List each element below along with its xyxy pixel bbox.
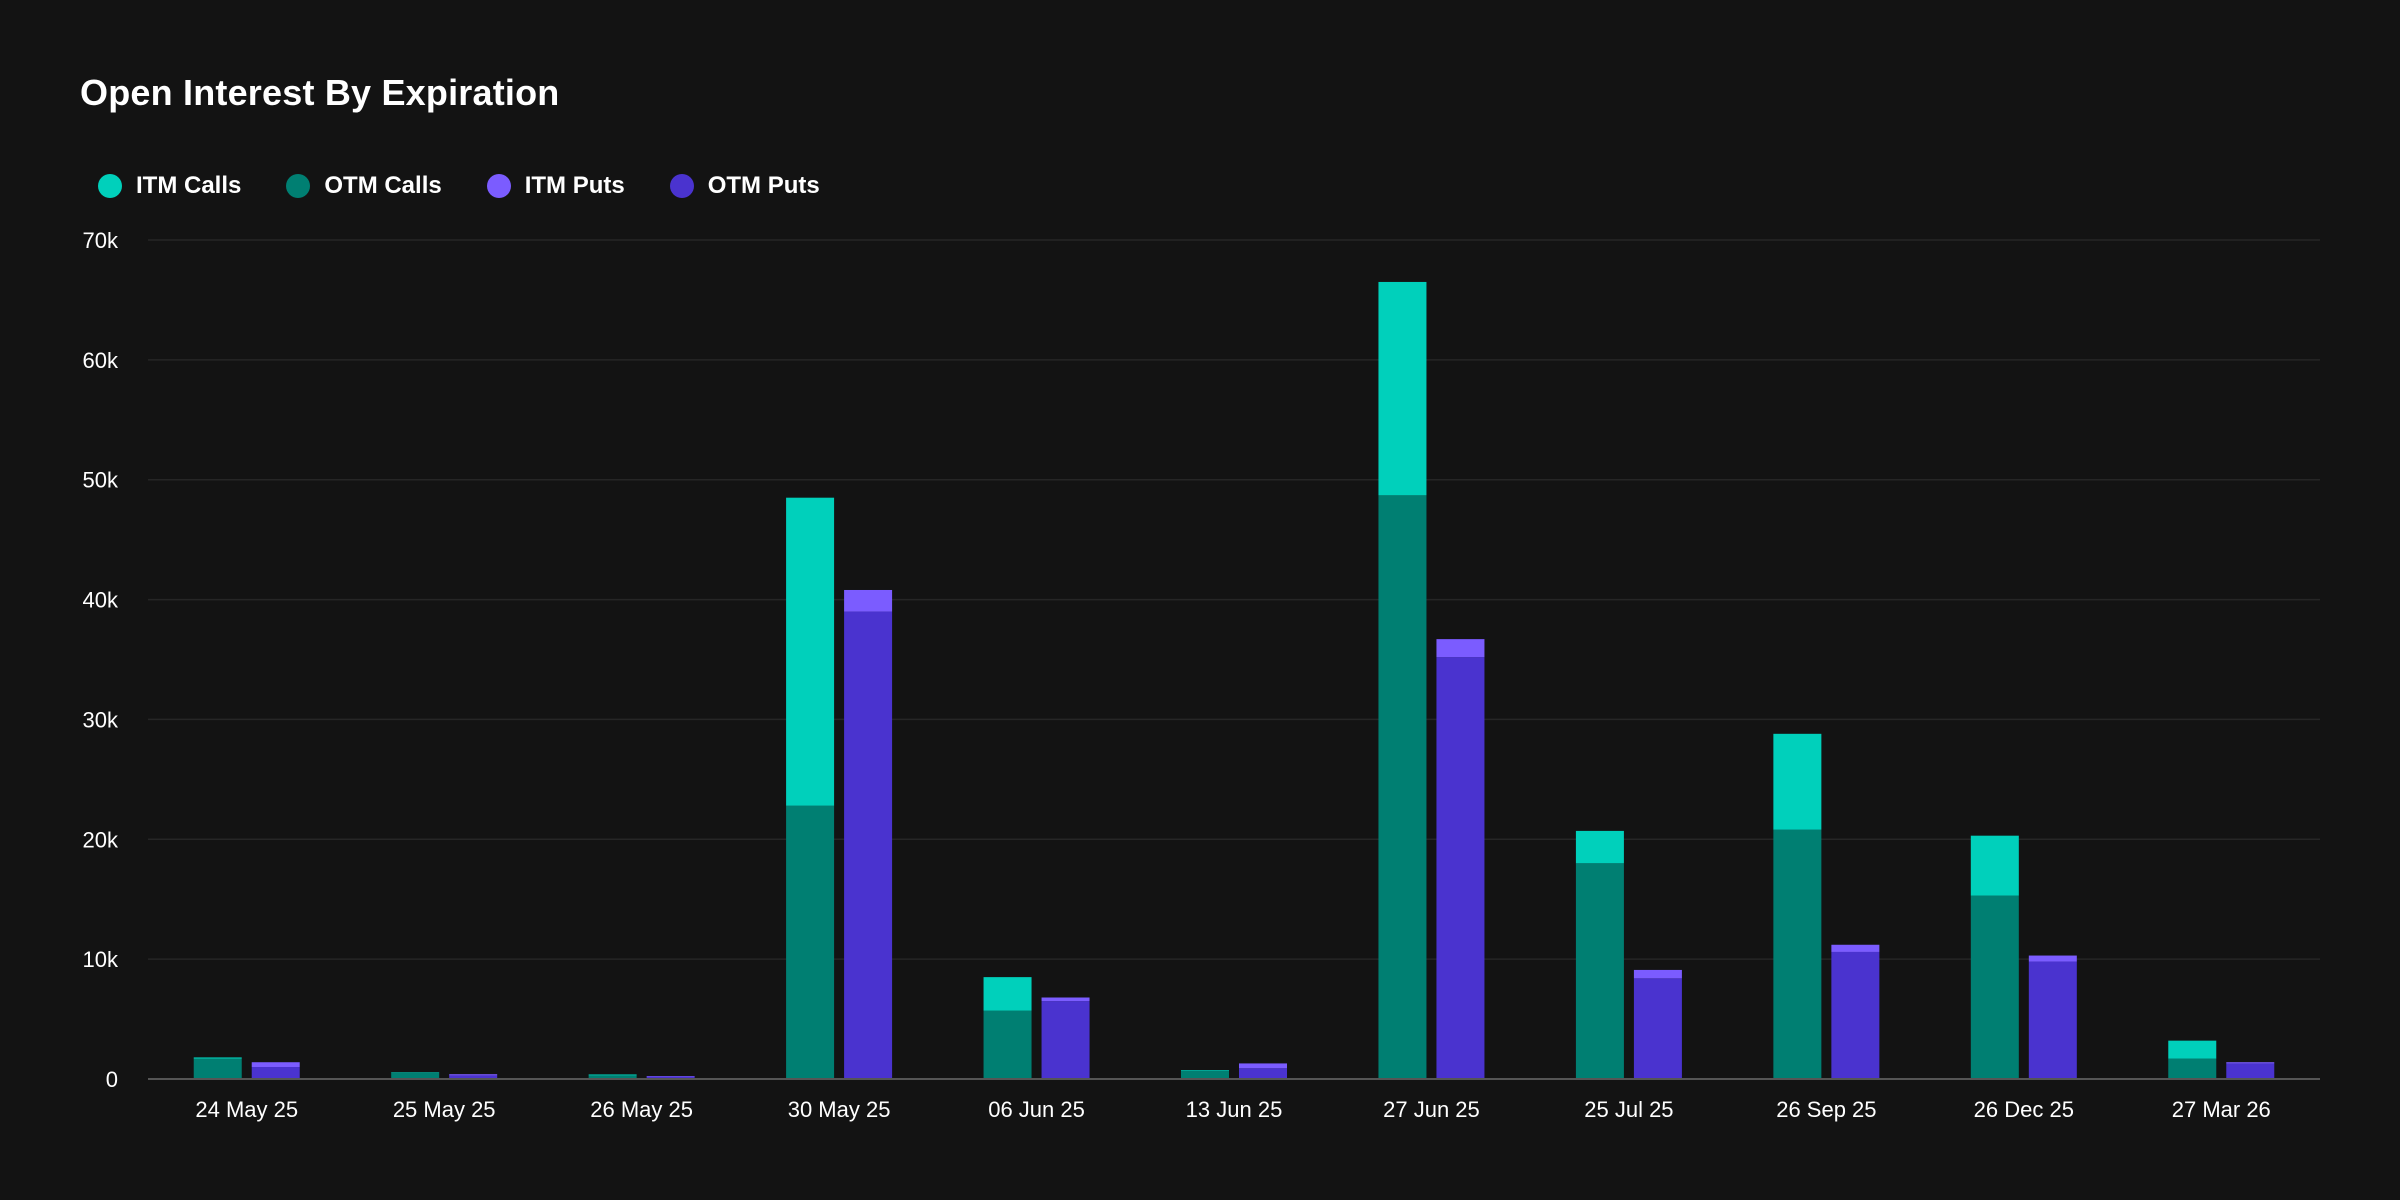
legend-dot-itm-calls xyxy=(98,174,122,198)
bar-otm-puts[interactable] xyxy=(449,1075,498,1079)
bar-otm-calls[interactable] xyxy=(1773,829,1822,1079)
bar-otm-calls[interactable] xyxy=(1970,895,2019,1079)
grid-layer xyxy=(148,239,2320,960)
bar-otm-puts[interactable] xyxy=(1831,951,1880,1079)
y-tick-label: 20k xyxy=(83,827,119,852)
legend-item-itm-calls[interactable]: ITM Calls xyxy=(98,172,241,200)
bar-otm-puts[interactable] xyxy=(1041,1001,1090,1079)
x-tick-label: 06 Jun 25 xyxy=(988,1097,1085,1122)
bar-otm-calls[interactable] xyxy=(1575,863,1624,1079)
x-tick-label: 27 Mar 26 xyxy=(2172,1097,2271,1122)
bar-itm-calls[interactable] xyxy=(983,977,1032,1011)
bar-itm-puts[interactable] xyxy=(449,1074,498,1076)
y-tick-label: 60k xyxy=(83,348,119,373)
bar-otm-puts[interactable] xyxy=(1239,1068,1287,1079)
x-tick-label: 13 Jun 25 xyxy=(1186,1097,1283,1122)
chart-title: Open Interest By Expiration xyxy=(80,72,560,113)
legend-dot-otm-puts xyxy=(669,174,694,198)
y-tick-label: 10k xyxy=(83,947,119,972)
bar-otm-calls[interactable] xyxy=(1181,1070,1229,1079)
bar-otm-calls[interactable] xyxy=(1378,495,1427,1079)
legend-dot-itm-puts xyxy=(486,174,511,198)
y-tick-label: 40k xyxy=(83,588,119,613)
y-tick-label: 0 xyxy=(106,1067,118,1092)
bar-otm-puts[interactable] xyxy=(251,1067,300,1079)
bar-itm-calls[interactable] xyxy=(588,1074,637,1076)
legend-dot-otm-calls xyxy=(286,174,311,198)
bar-itm-calls[interactable] xyxy=(391,1072,440,1074)
legend-item-otm-calls[interactable]: OTM Calls xyxy=(286,172,442,200)
bar-otm-calls[interactable] xyxy=(588,1075,637,1079)
bar-itm-puts[interactable] xyxy=(2226,1062,2275,1064)
bar-itm-calls[interactable] xyxy=(1181,1070,1229,1071)
x-tick-label: 26 Sep 25 xyxy=(1776,1097,1876,1122)
bar-itm-puts[interactable] xyxy=(2028,955,2077,962)
y-tick-label: 70k xyxy=(83,228,119,253)
bar-otm-puts[interactable] xyxy=(1633,978,1682,1079)
bar-itm-calls[interactable] xyxy=(1970,835,2019,896)
bar-otm-puts[interactable] xyxy=(1436,657,1485,1079)
bar-itm-calls[interactable] xyxy=(1378,281,1427,496)
bar-itm-puts[interactable] xyxy=(1239,1063,1287,1069)
x-tick-label: 26 May 25 xyxy=(590,1097,693,1122)
x-tick-label: 27 Jun 25 xyxy=(1383,1097,1480,1122)
bar-otm-calls[interactable] xyxy=(2168,1058,2217,1079)
legend-label-itm-puts: ITM Puts xyxy=(524,172,625,199)
legend-label-itm-calls: ITM Calls xyxy=(136,172,242,199)
bar-itm-puts[interactable] xyxy=(1633,969,1682,979)
bar-itm-calls[interactable] xyxy=(193,1057,242,1059)
x-tick-label: 25 May 25 xyxy=(393,1097,496,1122)
bar-otm-calls[interactable] xyxy=(786,805,835,1079)
legend-item-itm-puts[interactable]: ITM Puts xyxy=(486,172,625,200)
bar-itm-puts[interactable] xyxy=(1041,997,1090,1002)
legend-item-otm-puts[interactable]: OTM Puts xyxy=(669,172,820,200)
bar-itm-calls[interactable] xyxy=(2168,1040,2217,1059)
bar-itm-puts[interactable] xyxy=(1436,639,1485,658)
bar-otm-calls[interactable] xyxy=(983,1010,1032,1079)
bar-otm-puts[interactable] xyxy=(2226,1063,2275,1079)
x-tick-label: 25 Jul 25 xyxy=(1584,1097,1673,1122)
legend-label-otm-calls: OTM Calls xyxy=(324,172,442,199)
bar-itm-puts[interactable] xyxy=(251,1062,300,1068)
x-tick-label: 24 May 25 xyxy=(195,1097,298,1122)
bar-itm-puts[interactable] xyxy=(844,589,893,612)
legend-label-otm-puts: OTM Puts xyxy=(707,172,820,199)
bar-layer xyxy=(193,281,2275,1079)
bar-itm-calls[interactable] xyxy=(1575,830,1624,864)
y-tick-label: 30k xyxy=(83,707,119,732)
bar-itm-calls[interactable] xyxy=(786,497,835,806)
x-tick-label: 26 Dec 25 xyxy=(1974,1097,2074,1122)
bar-itm-puts[interactable] xyxy=(646,1076,695,1077)
y-tick-label: 50k xyxy=(83,468,119,493)
bar-otm-puts[interactable] xyxy=(844,611,893,1079)
bar-itm-calls[interactable] xyxy=(1773,733,1822,830)
bar-itm-puts[interactable] xyxy=(1831,944,1880,952)
axis-layer: 0 10k 20k 30k 40k 50k 60k 70k 24 May 25 25 May 25… xyxy=(83,228,2320,1122)
legend: ITM Calls OTM Calls ITM Puts OTM Puts xyxy=(98,172,865,200)
bar-otm-puts[interactable] xyxy=(646,1076,695,1079)
bar-otm-calls[interactable] xyxy=(193,1058,242,1079)
x-tick-label: 30 May 25 xyxy=(788,1097,891,1122)
bar-otm-calls[interactable] xyxy=(391,1073,440,1079)
bar-otm-puts[interactable] xyxy=(2028,961,2077,1079)
